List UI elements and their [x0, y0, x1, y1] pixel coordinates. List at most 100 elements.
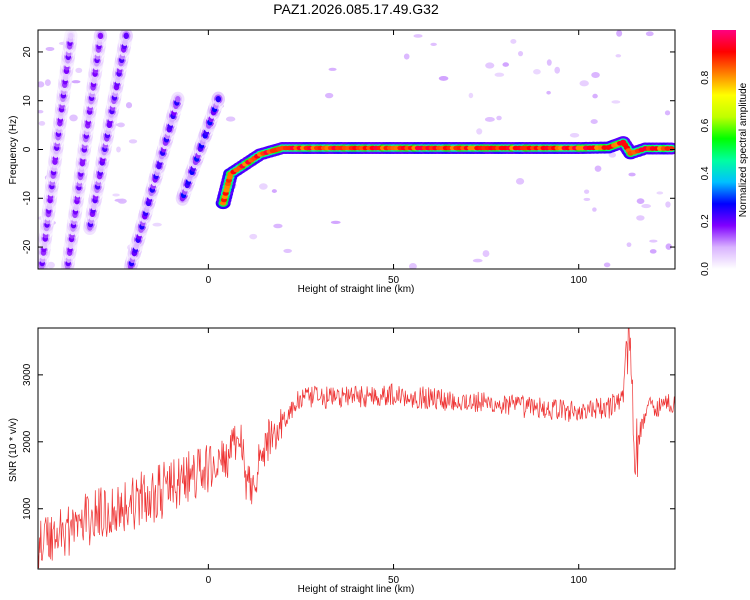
spectrogram-speckle — [47, 261, 55, 269]
y-tick-label: 20 — [22, 46, 33, 58]
colorbar-tick-label: 0.0 — [700, 262, 711, 276]
y-tick-label: -10 — [22, 191, 33, 206]
spectrogram-speckle — [502, 62, 509, 67]
spectrogram-speckle — [592, 93, 598, 99]
spectrogram-speckle — [665, 243, 672, 250]
spectrogram-speckle — [413, 34, 423, 38]
spectrogram-ylabel: Frequency (Hz) — [8, 116, 19, 185]
spectrogram-speckle — [125, 102, 133, 109]
spectrogram-speckle — [259, 183, 268, 190]
spectrogram-speckle — [590, 119, 598, 124]
spectrogram-heatmap — [38, 30, 675, 269]
spectrogram-speckle — [594, 165, 602, 172]
spectrogram-speckle — [645, 31, 654, 37]
spectrogram-speckle — [603, 262, 611, 268]
snr-ylabel: SNR (10 * v/v) — [8, 418, 19, 482]
x-tick-label: 50 — [388, 275, 400, 286]
spectrogram-speckle — [38, 120, 46, 126]
spectrogram-speckle — [69, 114, 78, 122]
colorbar-tick-label: 0.4 — [700, 166, 711, 180]
x-tick-label: 0 — [206, 575, 212, 586]
colorbar-tick-label: 0.6 — [700, 118, 711, 132]
y-tick-label: 10 — [22, 95, 33, 107]
spectrogram-speckle — [152, 222, 162, 227]
y-tick-label: 0 — [22, 146, 33, 152]
spectrogram-speckle — [328, 67, 337, 71]
spectrogram-cell — [175, 96, 181, 103]
spectrogram-cell — [97, 32, 104, 40]
spectrogram-speckle — [584, 189, 590, 194]
colorbar-ticks: 0.0 0.2 0.4 0.6 0.8 — [700, 70, 711, 276]
spectrogram-speckle — [114, 198, 124, 202]
spectrogram-speckle — [591, 71, 600, 79]
spectrogram-speckle — [75, 67, 83, 73]
spectrogram-speckle — [665, 201, 671, 208]
spectrogram-speckle — [546, 90, 551, 95]
spectrogram-speckle — [249, 233, 258, 240]
spectrogram-speckle — [611, 100, 621, 104]
spectrogram-speckle — [626, 242, 632, 247]
spectrogram-speckle — [271, 189, 277, 193]
y-tick-label: 3000 — [22, 363, 33, 386]
spectrogram-speckle — [510, 39, 517, 44]
spectrogram-speckle — [116, 146, 121, 153]
spectrogram-speckle — [569, 132, 580, 138]
spectrogram-speckle — [546, 59, 552, 66]
spectrogram-speckle — [408, 263, 417, 269]
spectrogram-speckle — [403, 53, 410, 60]
snr-xlabel: Height of straight line (km) — [298, 584, 415, 595]
snr-panel: 0 50 100 1000 2000 3000 Height of straight li… — [8, 327, 676, 595]
spectrogram-speckle — [592, 207, 597, 212]
x-tick-label: 0 — [206, 275, 212, 286]
colorbar-tick-label: 0.2 — [700, 214, 711, 228]
y-tick-label: 1000 — [22, 497, 33, 520]
figure-title: PAZ1.2026.085.17.49.G32 — [273, 1, 439, 17]
spectrogram-speckle — [628, 172, 636, 177]
colorbar-tick-label: 0.8 — [700, 70, 711, 84]
spectrogram-cell — [215, 95, 222, 103]
spectrogram-speckle — [430, 42, 437, 46]
spectrogram-speckle — [330, 220, 341, 224]
spectrogram-speckle — [664, 110, 671, 116]
spectrogram-speckle — [656, 191, 664, 195]
x-tick-label: 100 — [570, 275, 587, 286]
snr-frame — [37, 327, 676, 570]
spectrogram-speckle — [636, 198, 645, 204]
spectrogram-speckle — [472, 258, 483, 263]
spectrogram-speckle — [636, 215, 645, 221]
snr-ticks: 0 50 100 1000 2000 3000 — [22, 328, 675, 586]
colorbar: 0.0 0.2 0.4 0.6 0.8 Normalized spectral ampl… — [700, 30, 749, 276]
spectrogram-speckle — [496, 115, 502, 121]
spectrogram-speckle — [71, 80, 81, 84]
spectrogram-speckle — [616, 30, 623, 37]
spectrogram-speckle — [45, 46, 55, 51]
spectrogram-speckle — [482, 250, 490, 258]
spectrogram-speckle — [476, 128, 483, 135]
spectrogram-speckle — [649, 249, 657, 254]
colorbar-label: Normalized spectral amplitude — [738, 82, 749, 217]
spectrogram-speckle — [649, 239, 658, 243]
x-tick-label: 100 — [570, 575, 587, 586]
spectrogram-speckle — [615, 54, 622, 58]
spectrogram-speckle — [468, 92, 474, 99]
spectrogram-speckle — [554, 66, 560, 74]
spectrogram-xlabel: Height of straight line (km) — [298, 284, 415, 295]
y-tick-label: -20 — [22, 239, 33, 254]
spectrogram-speckle — [225, 116, 236, 122]
spectrogram-speckle — [115, 123, 124, 127]
spectrogram-speckle — [485, 62, 495, 69]
colorbar-gradient — [712, 30, 736, 269]
y-tick-label: 2000 — [22, 430, 33, 453]
spectrogram-speckle — [438, 76, 449, 81]
spectrogram-speckle — [44, 79, 51, 87]
spectrogram-cell — [68, 32, 74, 40]
spectrogram-cell — [668, 146, 675, 151]
spectrogram-speckle — [484, 117, 495, 122]
spectrogram-speckle — [128, 139, 138, 144]
spectrogram-speckle — [494, 72, 505, 77]
spectrogram-speckle — [38, 81, 45, 88]
spectrogram-speckle — [641, 204, 651, 209]
spectrogram-speckle — [283, 248, 292, 253]
spectrogram-panel: 0 50 100 -20 -10 0 10 20 Height of straight lin… — [8, 29, 676, 295]
